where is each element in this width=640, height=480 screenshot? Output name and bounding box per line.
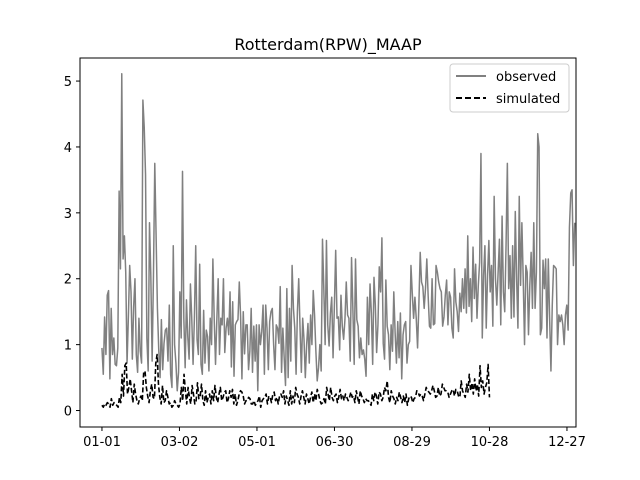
y-tick-label: 1 (64, 339, 72, 354)
x-tick-label: 08-29 (393, 435, 431, 450)
legend-label-observed: observed (496, 70, 556, 85)
plot-area (101, 73, 576, 409)
y-tick-label: 2 (64, 273, 72, 288)
y-tick-label: 5 (64, 75, 72, 90)
x-tick-label: 01-01 (83, 435, 121, 450)
x-tick-label: 05-01 (238, 435, 276, 450)
y-tick-label: 0 (64, 405, 72, 420)
x-tick-label: 06-30 (316, 435, 354, 450)
series-line-observed (101, 73, 576, 392)
x-tick-label: 10-28 (471, 435, 509, 450)
legend-label-simulated: simulated (496, 92, 560, 107)
x-axis: 01-01 03-02 05-01 06-30 08-29 10-28 12-27 (83, 427, 586, 450)
x-tick-label: 03-02 (161, 435, 199, 450)
chart-title: Rotterdam(RPW)_MAAP (234, 35, 422, 55)
y-tick-label: 3 (64, 207, 72, 222)
y-axis: 0 1 2 3 4 5 (64, 75, 80, 420)
x-tick-label: 12-27 (548, 435, 586, 450)
y-tick-label: 4 (64, 141, 72, 156)
axes-frame (79, 57, 577, 428)
legend: observed simulated (449, 63, 570, 113)
series-line-simulated (101, 353, 491, 409)
